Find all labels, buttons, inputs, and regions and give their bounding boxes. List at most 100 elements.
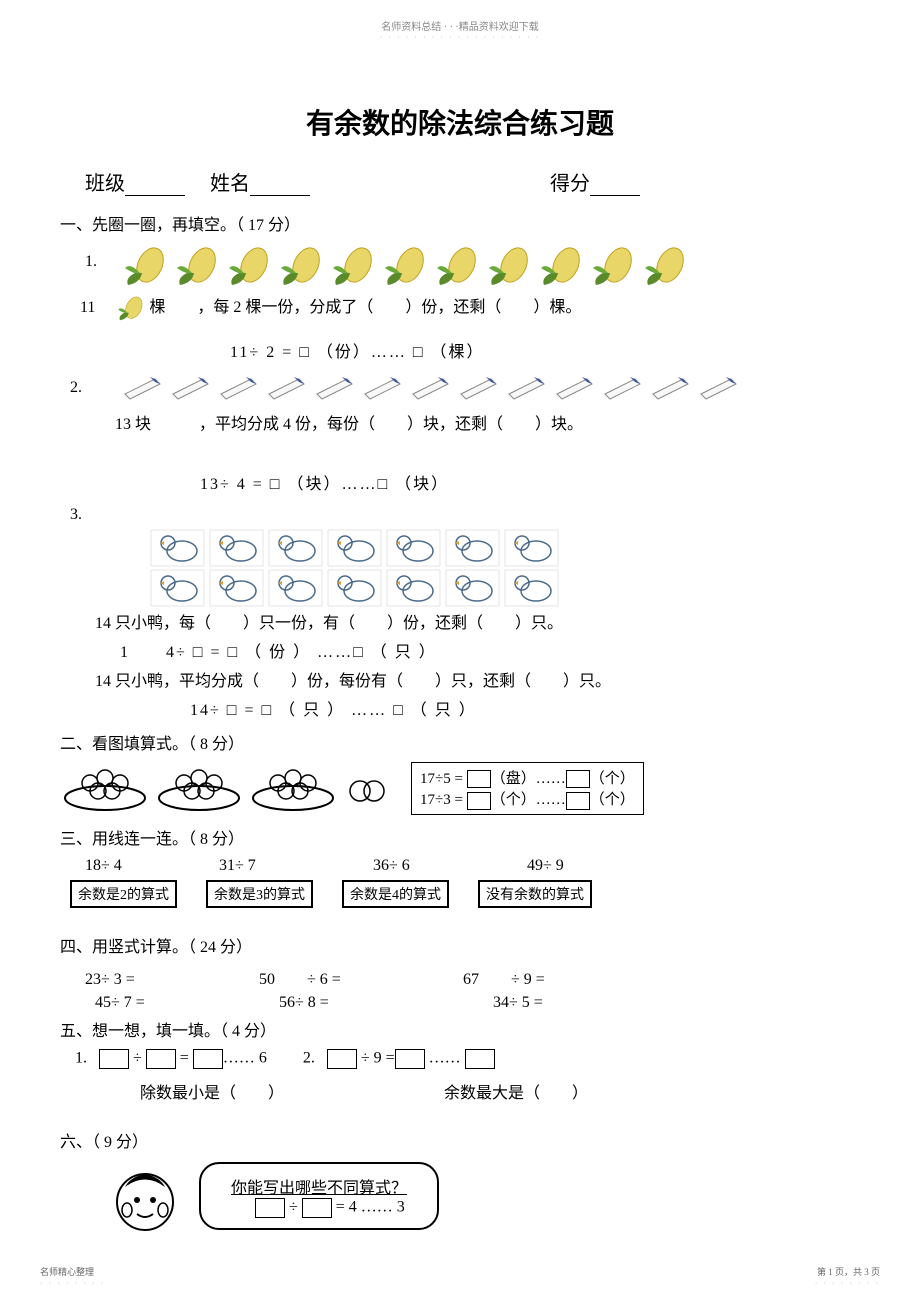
eraser-icon bbox=[312, 374, 356, 402]
s5-p1-num: 1. bbox=[75, 1049, 87, 1066]
eraser-icon bbox=[264, 374, 308, 402]
name-blank bbox=[250, 176, 310, 196]
s5-p1-text: …… 6 bbox=[223, 1049, 267, 1066]
p1-equation: 11÷ 2 = □ （份）…… □ （棵） bbox=[0, 338, 920, 362]
p3-num: 3. bbox=[0, 506, 920, 524]
eraser-icon bbox=[504, 374, 548, 402]
speech-bubble: 你能写出哪些不同算式？ ÷ = 4 …… 3 bbox=[199, 1162, 439, 1230]
duck-icon bbox=[445, 529, 500, 567]
s2-eq-box: 17÷5 = （盘）……（个） 17÷3 = （个）……（个） bbox=[411, 762, 644, 815]
section-2-title: 二、看图填算式。（ 8 分） bbox=[0, 730, 920, 754]
p3-eq2: 14÷ □ = □ （ 只 ） …… □ （ 只 ） bbox=[0, 696, 920, 720]
s2-eq2-right: （个） bbox=[590, 792, 635, 808]
speech-eq: = 4 …… 3 bbox=[336, 1198, 405, 1215]
duck-icon bbox=[386, 529, 441, 567]
s5-p2-text2: …… bbox=[425, 1049, 465, 1066]
s2-eq1-left: 17÷5 = bbox=[420, 771, 463, 787]
p3-line2: 14 只小鸭，平均分成（ ）份，每份有（ ）只，还剩（ ）只。 bbox=[0, 667, 920, 691]
eraser-icon bbox=[456, 374, 500, 402]
corn-icon bbox=[328, 243, 376, 288]
blank-box bbox=[566, 770, 590, 788]
corn-icon bbox=[224, 243, 272, 288]
p2-text: 13 块 ，平均分成 4 份，每份（ ）块，还剩（ ）块。 bbox=[115, 416, 583, 433]
section-4-title: 四、用竖式计算。（ 24 分） bbox=[0, 933, 920, 957]
s2-eq2-left: 17÷3 = bbox=[420, 792, 463, 808]
s3-box-3: 没有余数的算式 bbox=[478, 880, 592, 908]
blank-box bbox=[99, 1049, 129, 1069]
eraser-icon bbox=[360, 374, 404, 402]
s6-container: 你能写出哪些不同算式？ ÷ = 4 …… 3 bbox=[0, 1162, 920, 1242]
section-5-title: 五、想一想，填一填。（ 4 分） bbox=[0, 1017, 920, 1041]
duck-icon bbox=[268, 529, 323, 567]
s4-r1-0: 23÷ 3 = bbox=[85, 971, 255, 989]
section-3-title: 三、用线连一连。（ 8 分） bbox=[0, 825, 920, 849]
apple-plate-icon bbox=[154, 763, 244, 813]
p1-prefix: 11 bbox=[80, 299, 95, 316]
corn-icon bbox=[172, 243, 220, 288]
s2-eq2-mid: （个）…… bbox=[491, 792, 566, 808]
duck-icon bbox=[209, 569, 264, 607]
footer-dots-right: · · · · · · · · bbox=[815, 1279, 880, 1288]
corn-row bbox=[0, 243, 920, 288]
duck-icon bbox=[504, 569, 559, 607]
apple-plate-icon bbox=[248, 763, 338, 813]
p2-num: 2. bbox=[0, 379, 82, 397]
section-6-title: 六、（ 9 分） bbox=[0, 1128, 920, 1152]
speech-question: 你能写出哪些不同算式？ bbox=[231, 1180, 407, 1197]
s5-below: 除数最小是（ ） 余数最大是（ ） bbox=[0, 1079, 920, 1103]
eraser-icon bbox=[600, 374, 644, 402]
eraser-icon bbox=[408, 374, 452, 402]
duck-icon bbox=[150, 569, 205, 607]
p3-eq1: 1 4÷ □ = □ （ 份 ） ……□ （ 只 ） bbox=[0, 638, 920, 662]
p1-text: 棵 ，每 2 棵一份，分成了（ ）份，还剩（ ）棵。 bbox=[149, 299, 581, 316]
info-line: 班级 姓名 得分 bbox=[0, 167, 920, 196]
apple-plate-icon bbox=[60, 763, 150, 813]
duck-row-1 bbox=[0, 529, 920, 567]
footer-left: 名师精心整理 bbox=[40, 1265, 94, 1278]
s4-r1-1: 50 ÷ 6 = bbox=[259, 965, 459, 989]
blank-box bbox=[146, 1049, 176, 1069]
duck-icon bbox=[327, 529, 382, 567]
blank-box bbox=[327, 1049, 357, 1069]
class-blank bbox=[125, 176, 185, 196]
s4-r2-0: 45÷ 7 = bbox=[95, 994, 275, 1012]
duck-icon bbox=[504, 529, 559, 567]
corn-icon bbox=[432, 243, 480, 288]
s2-eq1-mid: （盘）…… bbox=[491, 771, 566, 787]
s5-problems: 1. ÷ = …… 6 2. ÷ 9 = …… bbox=[0, 1049, 920, 1069]
eraser-icon bbox=[120, 374, 164, 402]
s3-item-3: 49÷ 9 bbox=[527, 857, 564, 875]
class-label: 班级 bbox=[85, 173, 125, 195]
section-1-title: 一、先圈一圈，再填空。（ 17 分） bbox=[0, 211, 920, 235]
s3-boxes: 余数是2的算式 余数是3的算式 余数是4的算式 没有余数的算式 bbox=[0, 880, 920, 908]
boy-head-icon bbox=[105, 1162, 185, 1242]
corn-icon bbox=[120, 243, 168, 288]
eraser-icon bbox=[552, 374, 596, 402]
s4-row2: 45÷ 7 = 56÷ 8 = 34÷ 5 = bbox=[0, 994, 920, 1012]
blank-box bbox=[467, 770, 491, 788]
duck-icon bbox=[445, 569, 500, 607]
blank-box bbox=[566, 792, 590, 810]
duck-icon bbox=[386, 569, 441, 607]
apple-row: 17÷5 = （盘）……（个） 17÷3 = （个）……（个） bbox=[0, 762, 920, 815]
apple-pair-icon bbox=[342, 763, 392, 813]
corn-icon bbox=[536, 243, 584, 288]
footer-dots-left: · · · · · · · · bbox=[40, 1279, 105, 1288]
s3-box-0: 余数是2的算式 bbox=[70, 880, 177, 908]
corn-icon bbox=[115, 293, 145, 323]
eraser-icon bbox=[168, 374, 212, 402]
s5-below2: 余数最大是（ ） bbox=[444, 1079, 588, 1103]
s4-r2-1: 56÷ 8 = bbox=[279, 994, 489, 1012]
s3-item-1: 31÷ 7 bbox=[219, 857, 369, 875]
s5-p2-text: ÷ 9 = bbox=[357, 1049, 395, 1066]
score-label: 得分 bbox=[550, 173, 590, 195]
blank-box bbox=[255, 1198, 285, 1218]
duck-row-2 bbox=[0, 569, 920, 607]
p1-num: 1. bbox=[0, 253, 97, 271]
s3-items: 18÷ 4 31÷ 7 36÷ 6 49÷ 9 bbox=[0, 857, 920, 875]
eraser-row bbox=[0, 374, 920, 402]
blank-box bbox=[395, 1049, 425, 1069]
s3-item-2: 36÷ 6 bbox=[373, 857, 523, 875]
corn-icon bbox=[588, 243, 636, 288]
blank-box bbox=[465, 1049, 495, 1069]
